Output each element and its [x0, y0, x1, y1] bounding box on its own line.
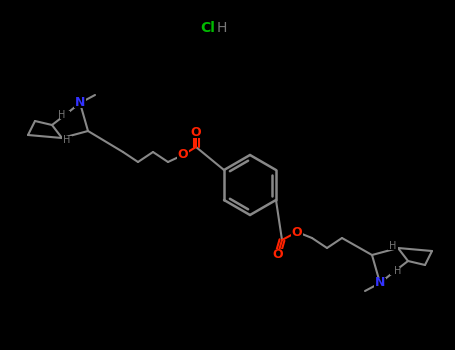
Text: O: O [273, 247, 283, 260]
Text: O: O [178, 148, 188, 161]
Text: O: O [191, 126, 201, 140]
Text: H: H [58, 110, 66, 120]
Text: N: N [375, 276, 385, 289]
Text: H: H [389, 241, 397, 251]
Text: H: H [63, 135, 71, 145]
Bar [390, 267, 400, 275]
Text: Cl: Cl [201, 21, 215, 35]
Bar [291, 227, 303, 237]
Bar [272, 249, 284, 259]
Text: N: N [75, 97, 85, 110]
Bar [177, 150, 189, 160]
Bar [60, 111, 70, 119]
Bar [374, 278, 386, 288]
Text: H: H [217, 21, 227, 35]
Text: H: H [394, 266, 402, 276]
Bar [190, 128, 202, 138]
Bar [74, 98, 86, 108]
Bar [388, 242, 398, 250]
Text: O: O [292, 225, 302, 238]
Bar [62, 136, 72, 144]
